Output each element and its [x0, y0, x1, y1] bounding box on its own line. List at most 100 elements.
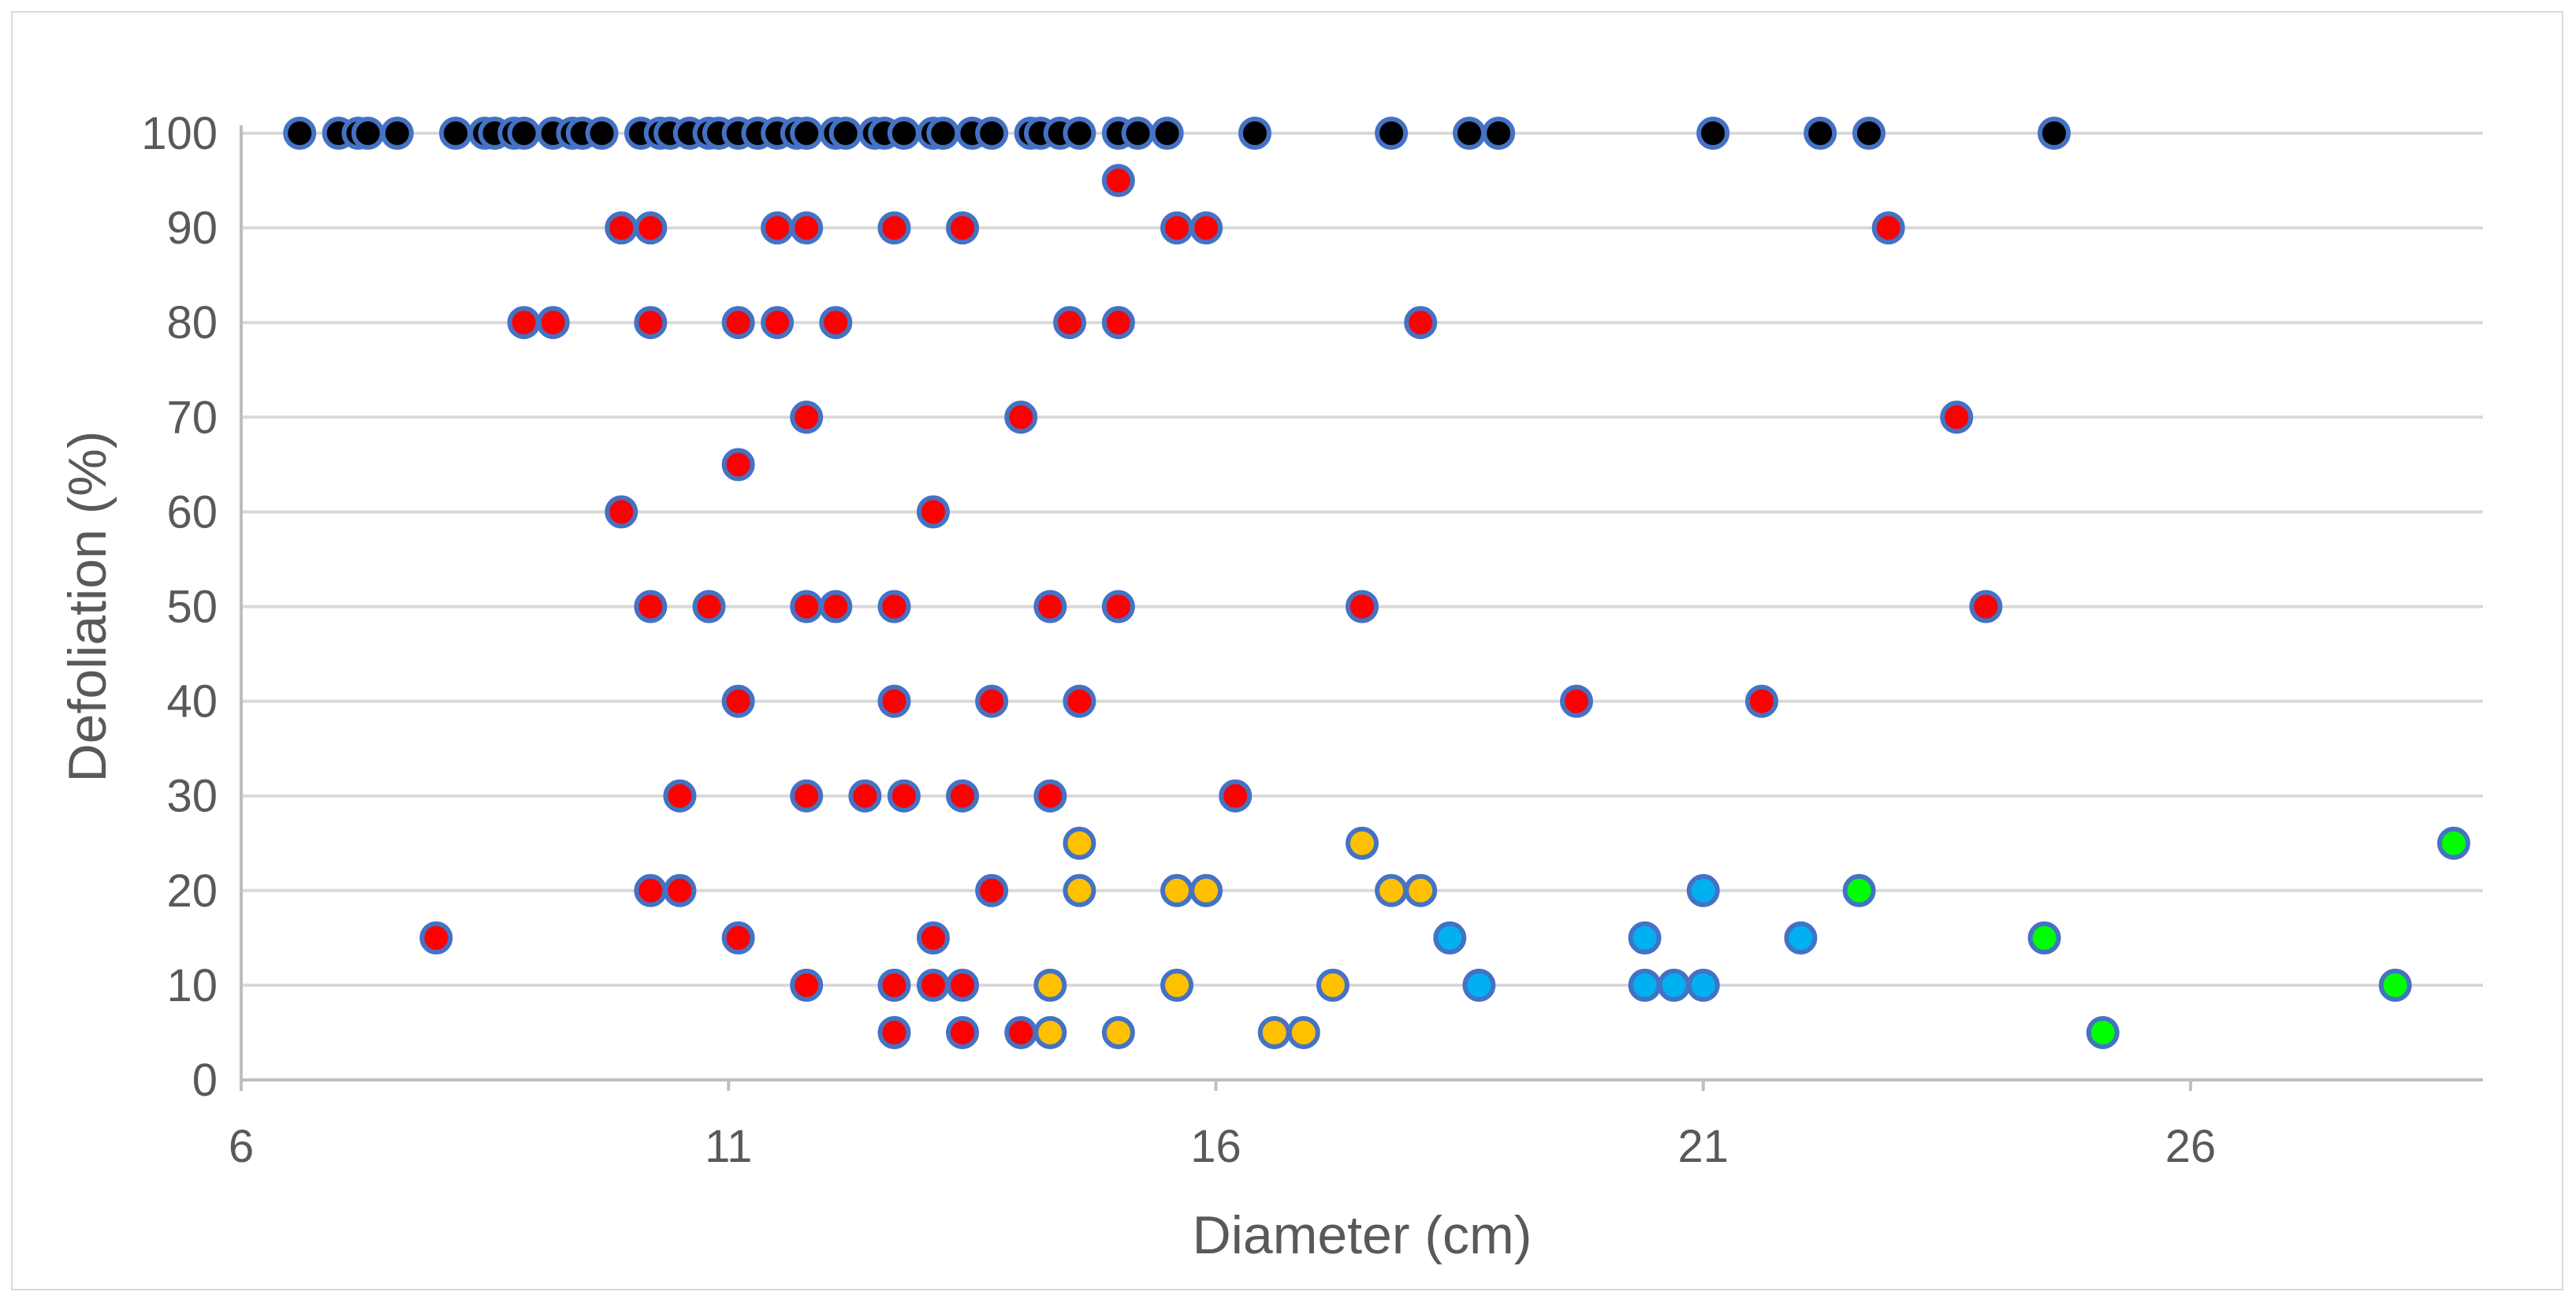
data-point: [761, 306, 795, 340]
data-point: [1969, 590, 2003, 624]
data-point: [848, 779, 882, 813]
y-tick-label: 20: [166, 866, 218, 917]
data-point: [1063, 117, 1096, 150]
data-point: [1101, 1015, 1135, 1049]
data-point: [2027, 921, 2061, 955]
data-point: [1453, 117, 1487, 150]
data-point: [1033, 779, 1067, 813]
data-point: [663, 779, 697, 813]
data-point: [887, 779, 921, 813]
y-tick-label: 60: [166, 486, 218, 538]
x-tick-label: 6: [229, 1121, 254, 1172]
data-point: [2086, 1015, 2120, 1049]
data-point: [2436, 826, 2470, 860]
data-point: [790, 400, 824, 434]
data-point: [1744, 684, 1778, 718]
data-point: [1004, 400, 1038, 434]
data-point: [1063, 873, 1096, 907]
data-point: [916, 921, 950, 955]
data-point: [1063, 826, 1096, 860]
data-point: [1404, 873, 1438, 907]
data-point: [790, 590, 824, 624]
data-point: [975, 684, 1009, 718]
data-point: [916, 495, 950, 529]
y-tick-label: 40: [166, 676, 218, 728]
data-point: [946, 1015, 980, 1049]
data-point: [1053, 306, 1087, 340]
data-point: [1101, 590, 1135, 624]
data-point: [1160, 211, 1194, 245]
data-point: [692, 590, 726, 624]
data-point: [1628, 968, 1662, 1002]
data-point: [1160, 873, 1194, 907]
x-axis-title: Diameter (cm): [1193, 1205, 1532, 1265]
tick-labels: 0 10 20 30 40 50 60 70 80 90 100 6 11 16 21 26: [141, 108, 2216, 1172]
data-point: [877, 1015, 911, 1049]
data-point: [419, 921, 453, 955]
data-point: [819, 590, 853, 624]
x-tick-label: 21: [1678, 1121, 1729, 1172]
data-point: [721, 448, 755, 482]
data-point: [790, 117, 824, 150]
data-point: [1004, 1015, 1038, 1049]
data-point: [1375, 117, 1409, 150]
data-point: [634, 873, 668, 907]
data-point: [1871, 211, 1905, 245]
data-point: [536, 306, 570, 340]
data-point: [790, 779, 824, 813]
data-point: [1482, 117, 1516, 150]
data-point: [1316, 968, 1349, 1002]
y-tick-label: 100: [141, 108, 218, 159]
data-point: [721, 921, 755, 955]
x-tick-label: 26: [2165, 1121, 2217, 1172]
data-point: [761, 211, 795, 245]
data-point: [1686, 873, 1720, 907]
data-point: [946, 211, 980, 245]
data-point: [585, 117, 619, 150]
data-point: [1433, 921, 1467, 955]
y-axis-title: Defoliation (%): [58, 431, 117, 783]
y-tick-label: 90: [166, 203, 218, 254]
data-point: [1238, 117, 1271, 150]
data-point: [1150, 117, 1184, 150]
data-point: [819, 306, 853, 340]
data-point: [1686, 968, 1720, 1002]
data-point: [877, 211, 911, 245]
data-point: [507, 306, 541, 340]
data-point: [1852, 117, 1885, 150]
data-point: [2378, 968, 2412, 1002]
data-point: [380, 117, 414, 150]
data-point: [2037, 117, 2071, 150]
data-point: [1160, 968, 1194, 1002]
data-point: [1804, 117, 1837, 150]
y-tick-label: 80: [166, 297, 218, 348]
data-point: [605, 211, 638, 245]
data-point: [663, 873, 697, 907]
data-point: [877, 968, 911, 1002]
data-point: [634, 590, 668, 624]
data-point: [877, 590, 911, 624]
data-point: [1033, 968, 1067, 1002]
data-point: [721, 306, 755, 340]
data-point: [1346, 826, 1379, 860]
data-point: [946, 968, 980, 1002]
data-point: [790, 968, 824, 1002]
data-point: [1842, 873, 1876, 907]
data-point: [507, 117, 541, 150]
data-point: [1063, 684, 1096, 718]
data-point: [1101, 164, 1135, 198]
data-point: [1657, 968, 1691, 1002]
data-point: [828, 117, 862, 150]
data-point: [1121, 117, 1155, 150]
x-tick-label: 16: [1190, 1121, 1241, 1172]
y-tick-label: 0: [192, 1055, 218, 1106]
data-point: [439, 117, 473, 150]
data-point: [283, 117, 317, 150]
data-point: [1462, 968, 1496, 1002]
data-point: [1189, 211, 1223, 245]
y-tick-label: 50: [166, 582, 218, 633]
data-point: [946, 779, 980, 813]
data-point: [1696, 117, 1730, 150]
data-point: [790, 211, 824, 245]
data-points: [283, 117, 2470, 1049]
